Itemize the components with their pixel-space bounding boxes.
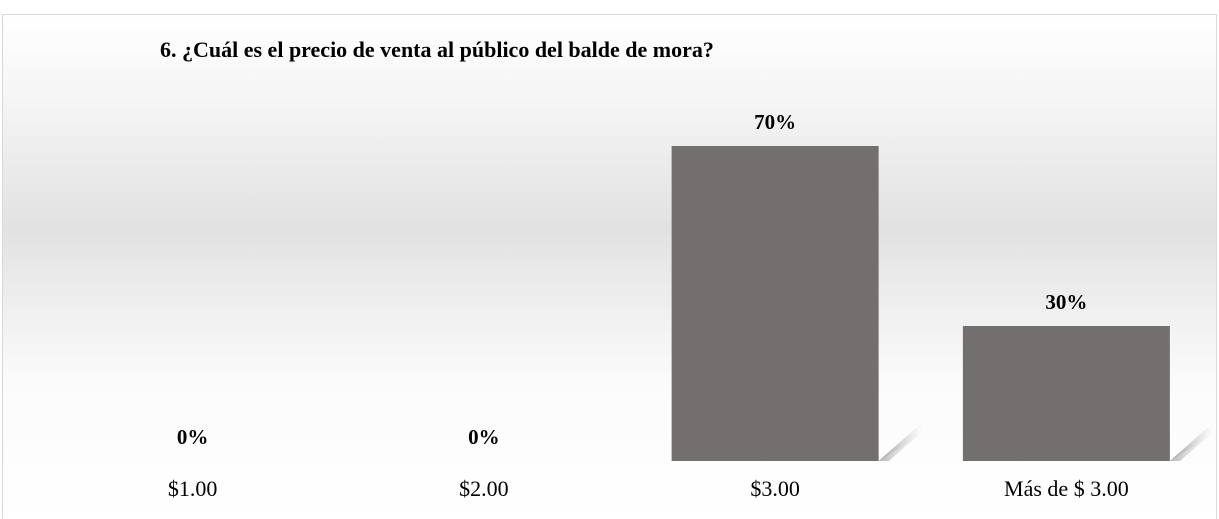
bar-shadow	[1169, 421, 1215, 461]
bar	[962, 326, 1170, 461]
x-tick-label: $1.00	[168, 476, 218, 501]
data-label: 0%	[177, 425, 209, 449]
data-label: 70%	[754, 110, 796, 134]
chart-title: 6. ¿Cuál es el precio de venta al públic…	[160, 37, 714, 62]
data-label: 0%	[468, 425, 500, 449]
bar	[671, 146, 879, 461]
x-tick-label: $3.00	[750, 476, 800, 501]
bar-shadow	[878, 421, 924, 461]
x-tick-label: $2.00	[459, 476, 509, 501]
data-label: 30%	[1045, 290, 1087, 314]
x-tick-label: Más de $ 3.00	[1004, 476, 1129, 501]
